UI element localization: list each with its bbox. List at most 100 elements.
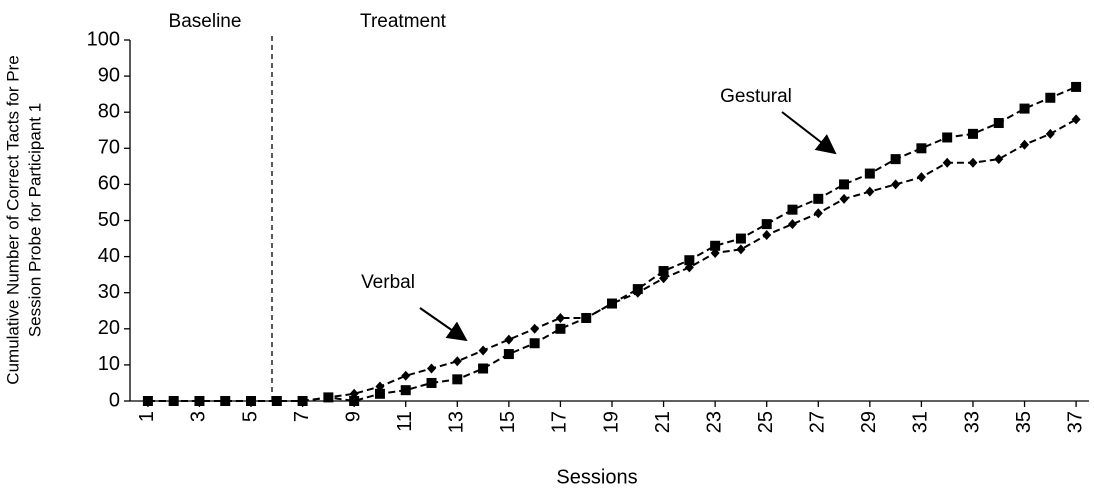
marker xyxy=(426,377,437,388)
x-tick-label: 31 xyxy=(910,411,932,433)
marker xyxy=(142,396,153,406)
marker xyxy=(271,396,282,406)
arrow xyxy=(781,111,837,155)
y-axis-label: Session Probe for Participant 1 xyxy=(25,103,44,337)
y-tick-label: 70 xyxy=(98,137,120,159)
series-label: Verbal xyxy=(361,272,415,293)
marker xyxy=(994,154,1004,165)
marker xyxy=(529,338,540,349)
marker xyxy=(761,219,772,230)
series-line xyxy=(147,86,1077,403)
x-tick-label: 5 xyxy=(239,411,261,422)
marker xyxy=(993,118,1004,129)
marker xyxy=(891,179,901,190)
marker xyxy=(1071,114,1081,125)
x-tick-label: 11 xyxy=(394,411,416,432)
x-tick-label: 35 xyxy=(1013,411,1035,433)
series-label: Gestural xyxy=(720,86,792,107)
marker xyxy=(942,157,952,168)
y-axis-label: Cumulative Number of Correct Tacts for P… xyxy=(3,55,22,384)
marker xyxy=(942,132,953,143)
x-tick-label: 17 xyxy=(549,411,571,433)
x-tick-label: 25 xyxy=(755,411,777,433)
arrow xyxy=(419,307,468,342)
marker xyxy=(168,396,179,406)
marker xyxy=(246,396,257,406)
x-tick-label: 33 xyxy=(961,411,983,433)
x-tick-label: 13 xyxy=(446,411,468,433)
marker xyxy=(374,388,385,399)
marker xyxy=(478,345,488,356)
marker xyxy=(968,157,978,168)
marker xyxy=(684,255,695,266)
marker xyxy=(1045,128,1055,139)
x-tick-label: 27 xyxy=(807,411,829,433)
marker xyxy=(1071,81,1082,92)
marker xyxy=(555,323,566,334)
marker xyxy=(916,143,927,154)
marker xyxy=(865,186,875,197)
y-tick-label: 80 xyxy=(98,100,120,122)
phase-label: Treatment xyxy=(360,11,447,32)
marker xyxy=(220,396,231,406)
marker xyxy=(401,370,411,381)
y-tick-label: 30 xyxy=(98,281,120,303)
marker xyxy=(478,363,489,374)
x-tick-label: 23 xyxy=(703,411,725,433)
marker xyxy=(813,193,824,204)
marker xyxy=(632,284,643,295)
marker xyxy=(503,349,514,360)
y-tick-label: 20 xyxy=(98,317,120,339)
marker xyxy=(555,312,565,323)
marker xyxy=(349,396,360,406)
marker xyxy=(839,179,850,190)
y-tick-label: 50 xyxy=(98,209,120,231)
x-tick-label: 15 xyxy=(497,411,519,433)
marker xyxy=(1045,92,1056,103)
x-tick-label: 7 xyxy=(291,411,313,422)
y-tick-label: 0 xyxy=(109,389,120,411)
x-axis-label: Sessions xyxy=(556,466,637,488)
marker xyxy=(890,154,901,165)
marker xyxy=(452,374,463,385)
marker xyxy=(194,396,205,406)
marker xyxy=(323,392,334,403)
marker xyxy=(967,128,978,139)
series-line xyxy=(147,118,1077,402)
marker xyxy=(710,240,721,251)
x-tick-label: 3 xyxy=(188,411,210,422)
y-tick-label: 60 xyxy=(98,173,120,195)
marker xyxy=(427,363,437,374)
y-tick-label: 40 xyxy=(98,245,120,267)
x-tick-label: 21 xyxy=(652,411,674,433)
y-tick-label: 100 xyxy=(87,28,120,50)
x-tick-label: 1 xyxy=(136,411,158,422)
marker xyxy=(1019,103,1030,114)
marker xyxy=(916,172,926,183)
y-tick-label: 10 xyxy=(98,353,120,375)
marker xyxy=(658,266,669,277)
marker xyxy=(530,323,540,334)
marker xyxy=(787,204,798,215)
marker xyxy=(864,168,875,179)
marker xyxy=(452,356,462,367)
marker xyxy=(297,396,308,406)
marker xyxy=(736,244,746,255)
x-tick-label: 37 xyxy=(1064,411,1086,433)
marker xyxy=(787,219,797,230)
marker xyxy=(813,208,823,219)
x-tick-label: 29 xyxy=(858,411,880,433)
marker xyxy=(504,334,514,345)
marker xyxy=(762,229,772,240)
marker xyxy=(1020,139,1030,150)
marker xyxy=(400,385,411,396)
y-tick-label: 90 xyxy=(98,64,120,86)
marker xyxy=(607,298,617,309)
marker xyxy=(581,312,592,323)
phase-label: Baseline xyxy=(169,11,242,32)
marker xyxy=(839,193,849,204)
x-tick-label: 9 xyxy=(342,411,364,422)
x-tick-label: 19 xyxy=(600,411,622,433)
marker xyxy=(735,233,746,244)
